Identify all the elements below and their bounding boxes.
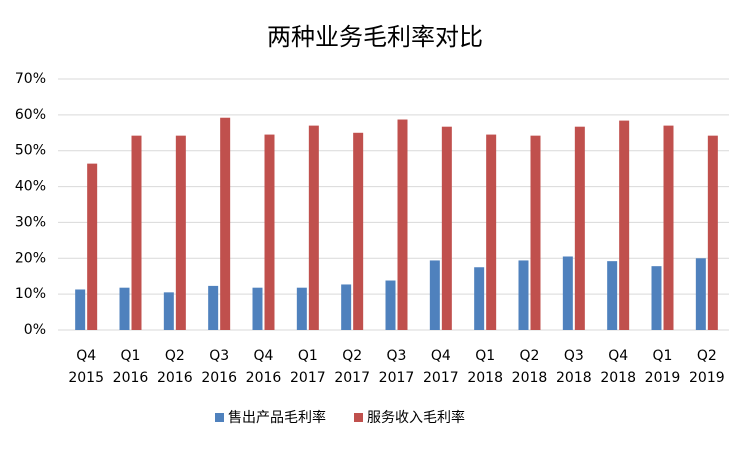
bar bbox=[562, 256, 573, 330]
y-tick-label: 60% bbox=[15, 107, 46, 123]
bar bbox=[308, 125, 319, 330]
bar bbox=[163, 292, 174, 330]
bar bbox=[75, 289, 86, 330]
x-tick-label: Q1 bbox=[298, 348, 318, 364]
x-tick-label: 2017 bbox=[290, 370, 326, 386]
bar bbox=[175, 135, 186, 330]
y-tick-label: 70% bbox=[15, 71, 46, 87]
x-tick-label: Q1 bbox=[475, 348, 495, 364]
x-tick-label: Q3 bbox=[564, 348, 584, 364]
x-tick-label: Q4 bbox=[608, 348, 628, 364]
y-tick-label: 0% bbox=[24, 322, 46, 338]
legend-swatch bbox=[354, 413, 363, 422]
x-tick-label: 2018 bbox=[600, 370, 636, 386]
x-tick-label: 2015 bbox=[68, 370, 104, 386]
legend-label: 服务收入毛利率 bbox=[367, 409, 465, 426]
y-tick-label: 50% bbox=[15, 143, 46, 159]
bar bbox=[695, 258, 706, 330]
bar bbox=[264, 134, 275, 330]
y-tick-label: 40% bbox=[15, 179, 46, 195]
x-tick-label: Q1 bbox=[121, 348, 141, 364]
bar bbox=[651, 266, 662, 330]
x-tick-label: 2016 bbox=[157, 370, 193, 386]
x-tick-label: Q4 bbox=[76, 348, 96, 364]
x-tick-label: 2018 bbox=[467, 370, 503, 386]
x-tick-label: 2016 bbox=[113, 370, 149, 386]
bar bbox=[131, 135, 142, 330]
bar bbox=[619, 120, 630, 330]
bar bbox=[220, 117, 231, 331]
bar bbox=[530, 135, 541, 330]
y-tick-label: 20% bbox=[15, 250, 46, 266]
legend-label: 售出产品毛利率 bbox=[228, 409, 326, 426]
x-tick-label: 2016 bbox=[246, 370, 282, 386]
bar bbox=[663, 125, 674, 330]
x-tick-label: 2016 bbox=[201, 370, 237, 386]
x-tick-label: 2019 bbox=[645, 370, 681, 386]
x-tick-label: Q4 bbox=[431, 348, 451, 364]
bar bbox=[607, 261, 618, 330]
bar bbox=[574, 126, 585, 330]
bar bbox=[208, 285, 219, 330]
x-tick-label: 2017 bbox=[423, 370, 459, 386]
bar bbox=[474, 267, 485, 330]
x-tick-label: 2017 bbox=[379, 370, 415, 386]
bar bbox=[707, 135, 718, 330]
x-tick-label: Q2 bbox=[697, 348, 717, 364]
bar bbox=[296, 287, 307, 330]
bar bbox=[441, 126, 452, 330]
bar bbox=[341, 284, 352, 330]
chart-title: 两种业务毛利率对比 bbox=[267, 23, 483, 51]
bar bbox=[353, 132, 364, 330]
bar bbox=[385, 280, 396, 330]
y-tick-label: 30% bbox=[15, 214, 46, 230]
x-tick-label: Q1 bbox=[653, 348, 673, 364]
x-tick-label: Q2 bbox=[165, 348, 185, 364]
x-tick-label: Q2 bbox=[342, 348, 362, 364]
x-tick-label: Q2 bbox=[520, 348, 540, 364]
x-tick-label: Q3 bbox=[387, 348, 407, 364]
y-tick-label: 10% bbox=[15, 286, 46, 302]
x-tick-label: 2017 bbox=[334, 370, 370, 386]
bar bbox=[518, 260, 529, 330]
bar bbox=[429, 260, 440, 330]
bar bbox=[87, 163, 98, 330]
x-tick-label: Q3 bbox=[209, 348, 229, 364]
legend-swatch bbox=[215, 413, 224, 422]
x-tick-label: Q4 bbox=[254, 348, 274, 364]
x-tick-label: 2018 bbox=[512, 370, 548, 386]
bar bbox=[397, 119, 408, 330]
bar bbox=[119, 287, 130, 330]
x-tick-label: 2018 bbox=[556, 370, 592, 386]
bar bbox=[252, 287, 263, 330]
x-tick-label: 2019 bbox=[689, 370, 725, 386]
bar bbox=[486, 134, 497, 330]
